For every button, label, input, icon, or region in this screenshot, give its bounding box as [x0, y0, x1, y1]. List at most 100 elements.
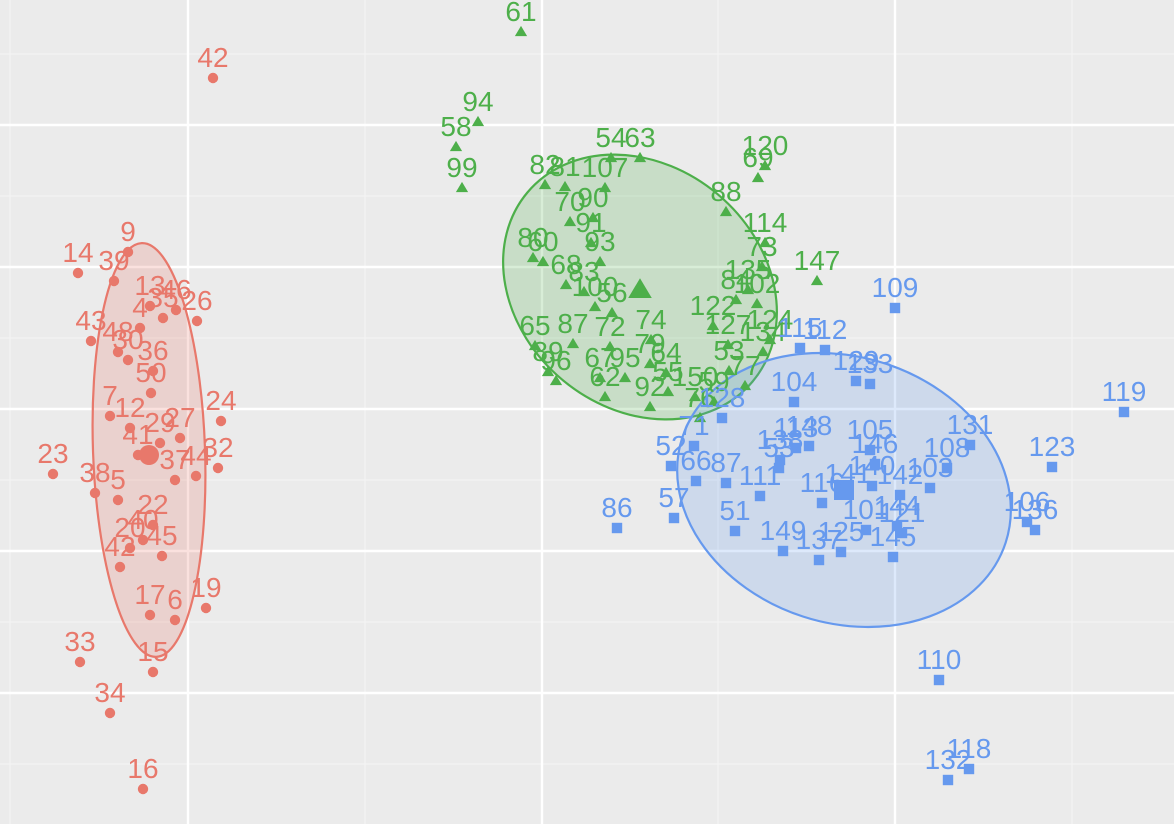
point-label-s1-31: 17 — [134, 579, 165, 610]
point-label-s1-11: 30 — [112, 324, 143, 355]
point-label-s3-13: 146 — [852, 428, 899, 459]
point-s2-23 — [588, 300, 602, 312]
centroid-1 — [139, 445, 159, 465]
point-label-s3-32: 144 — [874, 490, 921, 521]
point-label-s2-25: 135 — [725, 254, 772, 285]
point-label-s2-42: 53 — [713, 335, 744, 366]
point-s1-15 — [124, 422, 136, 434]
point-label-s1-14: 7 — [102, 380, 118, 411]
point-label-s2-5: 63 — [624, 122, 655, 153]
point-s1-5 — [170, 304, 182, 316]
point-s1-8 — [157, 312, 169, 324]
point-s3-22 — [866, 480, 878, 492]
point-label-s3-34: 149 — [760, 515, 807, 546]
point-label-s1-16: 24 — [205, 385, 236, 416]
point-label-s3-16: 66 — [680, 445, 711, 476]
point-label-s3-27: 57 — [658, 482, 689, 513]
point-s2-36 — [541, 365, 555, 377]
point-label-s2-12: 69 — [742, 142, 773, 173]
point-s1-23 — [89, 487, 101, 499]
point-s1-34 — [74, 656, 86, 668]
point-label-s2-46: 150 — [672, 361, 719, 392]
point-label-s1-2: 14 — [62, 237, 93, 268]
point-label-s1-10: 48 — [102, 316, 133, 347]
point-s2-35 — [756, 345, 770, 357]
point-s3-0 — [889, 302, 901, 314]
point-s2-4 — [604, 151, 618, 163]
point-s1-24 — [112, 494, 124, 506]
point-label-s2-22: 83 — [568, 256, 599, 287]
point-s1-1 — [122, 246, 134, 258]
point-label-s3-38: 86 — [601, 492, 632, 523]
point-label-s1-3: 39 — [98, 245, 129, 276]
point-s2-30 — [528, 339, 542, 351]
point-s2-1 — [471, 115, 485, 127]
point-label-s2-47: 59 — [698, 366, 729, 397]
point-s1-29 — [124, 542, 136, 554]
centroid-2 — [628, 278, 652, 298]
point-s2-15 — [584, 236, 598, 248]
point-label-s1-25: 37 — [159, 444, 190, 475]
point-s2-28 — [706, 319, 720, 331]
point-label-s3-21: 103 — [907, 452, 954, 483]
point-s2-16 — [526, 251, 540, 263]
point-s3-41 — [942, 774, 954, 786]
point-label-s2-36: 89 — [532, 336, 563, 367]
point-label-s3-15: 71 — [678, 410, 709, 441]
point-s1-32 — [169, 614, 181, 626]
point-label-s2-20: 147 — [794, 245, 841, 276]
point-label-s2-10: 90 — [577, 182, 608, 213]
point-label-s3-2: 115 — [778, 312, 823, 343]
point-label-s3-5: 133 — [847, 348, 894, 379]
point-s2-11 — [758, 159, 772, 171]
point-s2-29 — [763, 333, 777, 345]
point-s2-13 — [719, 205, 733, 217]
point-label-s2-3: 99 — [446, 152, 477, 183]
point-label-s2-15: 91 — [575, 207, 606, 238]
point-s2-38 — [593, 371, 607, 383]
point-label-s3-23: 111 — [739, 460, 782, 491]
point-s2-34 — [721, 338, 735, 350]
point-s3-4 — [850, 375, 862, 387]
point-s3-16 — [690, 475, 702, 487]
point-s3-28 — [729, 525, 741, 537]
point-label-s1-37: 16 — [127, 753, 158, 784]
point-s2-21 — [559, 278, 573, 290]
point-label-s3-37: 145 — [870, 521, 917, 552]
point-label-s1-28: 42 — [104, 531, 135, 562]
point-label-s1-13: 50 — [135, 357, 166, 388]
point-label-s3-41: 132 — [925, 744, 972, 775]
point-label-s2-49: 76 — [684, 382, 715, 413]
point-s3-39 — [933, 674, 945, 686]
point-s2-19 — [755, 260, 769, 272]
point-label-s2-35: 134 — [740, 316, 787, 347]
point-label-s1-15: 12 — [114, 392, 145, 423]
point-label-s1-0: 42 — [197, 42, 228, 73]
point-label-s1-20: 41 — [122, 419, 153, 450]
point-s3-26 — [894, 489, 906, 501]
point-label-s2-41: 64 — [650, 337, 681, 368]
point-label-s1-36: 34 — [94, 677, 125, 708]
point-label-s3-20: 53 — [763, 432, 794, 463]
point-s1-0 — [207, 72, 219, 84]
point-s3-8 — [803, 440, 815, 452]
point-label-s2-9: 70 — [554, 186, 585, 217]
point-label-s2-39: 95 — [609, 342, 640, 373]
point-s3-3 — [819, 344, 831, 356]
point-s3-12 — [941, 462, 953, 474]
point-label-s1-35: 15 — [137, 636, 168, 667]
point-s3-18 — [720, 477, 732, 489]
point-s2-17 — [536, 255, 550, 267]
point-label-s1-6: 26 — [181, 285, 212, 316]
point-s2-2 — [449, 140, 463, 152]
point-s1-14 — [104, 410, 116, 422]
data-points — [47, 25, 1130, 795]
point-s2-44 — [643, 400, 657, 412]
point-label-s2-8: 107 — [582, 152, 629, 183]
point-s2-27 — [750, 297, 764, 309]
point-s2-24 — [605, 306, 619, 318]
point-s2-43 — [598, 390, 612, 402]
point-label-s1-4: 13 — [134, 270, 165, 301]
point-label-s1-12: 36 — [137, 335, 168, 366]
